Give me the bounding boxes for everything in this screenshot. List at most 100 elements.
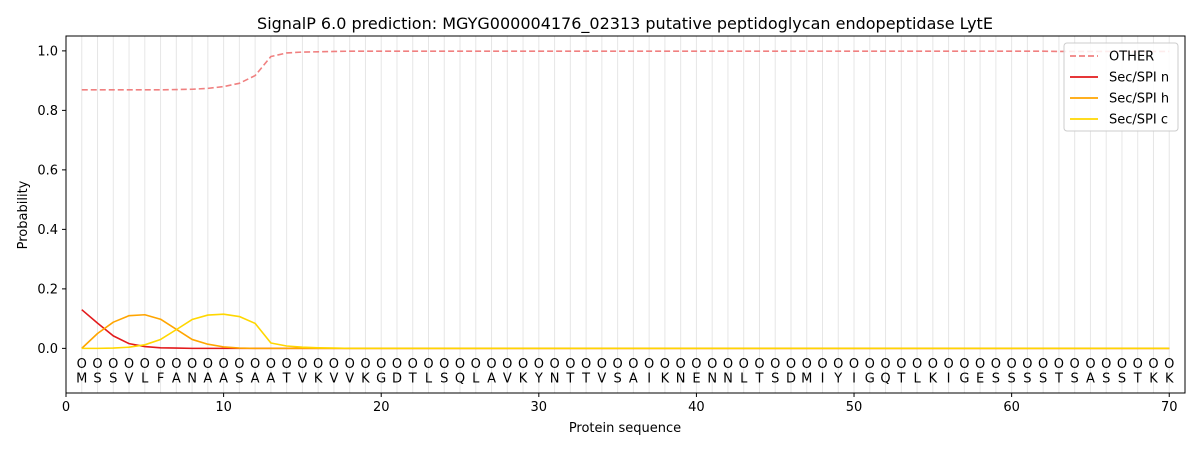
residue-label: G [959,372,969,387]
region-label: O [234,357,244,372]
residue-label: T [1133,372,1142,387]
region-label: O [329,357,339,372]
region-label: O [77,357,87,372]
region-label: O [439,357,449,372]
region-label: O [1133,357,1143,372]
residue-label: T [1054,372,1063,387]
x-tick-label: 60 [1003,400,1020,415]
residue-label: D [786,372,796,387]
residue-label: D [392,372,402,387]
residue-label: L [425,372,433,387]
residue-label: S [1102,372,1110,387]
residue-label: G [376,372,386,387]
residue-label: L [740,372,748,387]
region-label: O [597,357,607,372]
residue-label: K [929,372,938,387]
y-axis-label: Probability [16,180,31,249]
residue-label: N [550,372,560,387]
residue-label: K [361,372,370,387]
region-label: O [187,357,197,372]
region-label: O [959,357,969,372]
region-label: O [486,357,496,372]
region-label: O [1101,357,1111,372]
residue-label: V [503,372,512,387]
legend-label: Sec/SPI c [1109,113,1168,128]
residue-label: N [676,372,686,387]
y-tick-label: 0.2 [37,282,58,297]
region-label: O [549,357,559,372]
series-layer [81,50,1170,350]
residue-label: M [76,372,87,387]
residue-label: S [613,372,621,387]
residue-label: Q [455,372,465,387]
residue-label: K [519,372,528,387]
residue-label: L [472,372,480,387]
region-label: O [171,357,181,372]
residue-label: V [597,372,606,387]
residue-label: K [1149,372,1158,387]
residue-label: S [1039,372,1047,387]
region-label: O [155,357,165,372]
residue-label: A [1086,372,1095,387]
region-label: O [218,357,228,372]
region-label: O [943,357,953,372]
region-label: O [912,357,922,372]
residue-label: I [647,372,651,387]
residue-label: T [896,372,905,387]
y-tick-label: 0.0 [37,342,58,357]
residue-label: A [487,372,496,387]
region-label: O [360,357,370,372]
region-label: O [754,357,764,372]
residue-label: A [266,372,275,387]
region-label: O [660,357,670,372]
x-tick-label: 50 [846,400,863,415]
y-axis-ticks: 0.0 0.2 0.4 0.6 0.8 1.0 [37,44,66,357]
region-label: O [896,357,906,372]
legend-label: Sec/SPI h [1109,92,1169,107]
region-label: O [1070,357,1080,372]
residue-label: A [172,372,181,387]
region-label: O [817,357,827,372]
vertical-grid [81,36,1170,393]
residue-label: T [754,372,763,387]
region-label: O [408,357,418,372]
region-label: O [770,357,780,372]
residue-label: N [723,372,733,387]
residue-label: T [581,372,590,387]
residue-label: F [157,372,164,387]
region-label: O [865,357,875,372]
region-label: O [1164,357,1174,372]
region-label: O [1038,357,1048,372]
region-label: O [739,357,749,372]
residue-label: T [565,372,574,387]
chart-title: SignalP 6.0 prediction: MGYG000004176_02… [257,14,993,34]
series-line-sec-spi-c [81,313,1170,350]
region-label: O [140,357,150,372]
region-label: O [313,357,323,372]
residue-label: K [661,372,670,387]
region-label: O [833,357,843,372]
y-tick-label: 0.6 [37,163,58,178]
region-label: O [455,357,465,372]
plot-frame [65,35,1186,394]
region-label: O [266,357,276,372]
region-label: O [581,357,591,372]
residue-label: S [771,372,779,387]
region-label: O [975,357,985,372]
region-label: O [676,357,686,372]
residue-label: V [125,372,134,387]
residue-label: Y [833,372,842,387]
residue-labels: OMOSOSOVOLOFOAONOAOAOSOAOAOTOVOKOVOVOKOG… [76,357,1174,387]
region-label: O [282,357,292,372]
region-label: O [707,357,717,372]
region-label: O [203,357,213,372]
x-tick-label: 30 [531,400,548,415]
region-label: O [628,357,638,372]
region-label: O [1148,357,1158,372]
region-label: O [928,357,938,372]
residue-label: I [947,372,951,387]
region-label: O [92,357,102,372]
residue-label: S [109,372,117,387]
region-label: O [1022,357,1032,372]
region-label: O [345,357,355,372]
